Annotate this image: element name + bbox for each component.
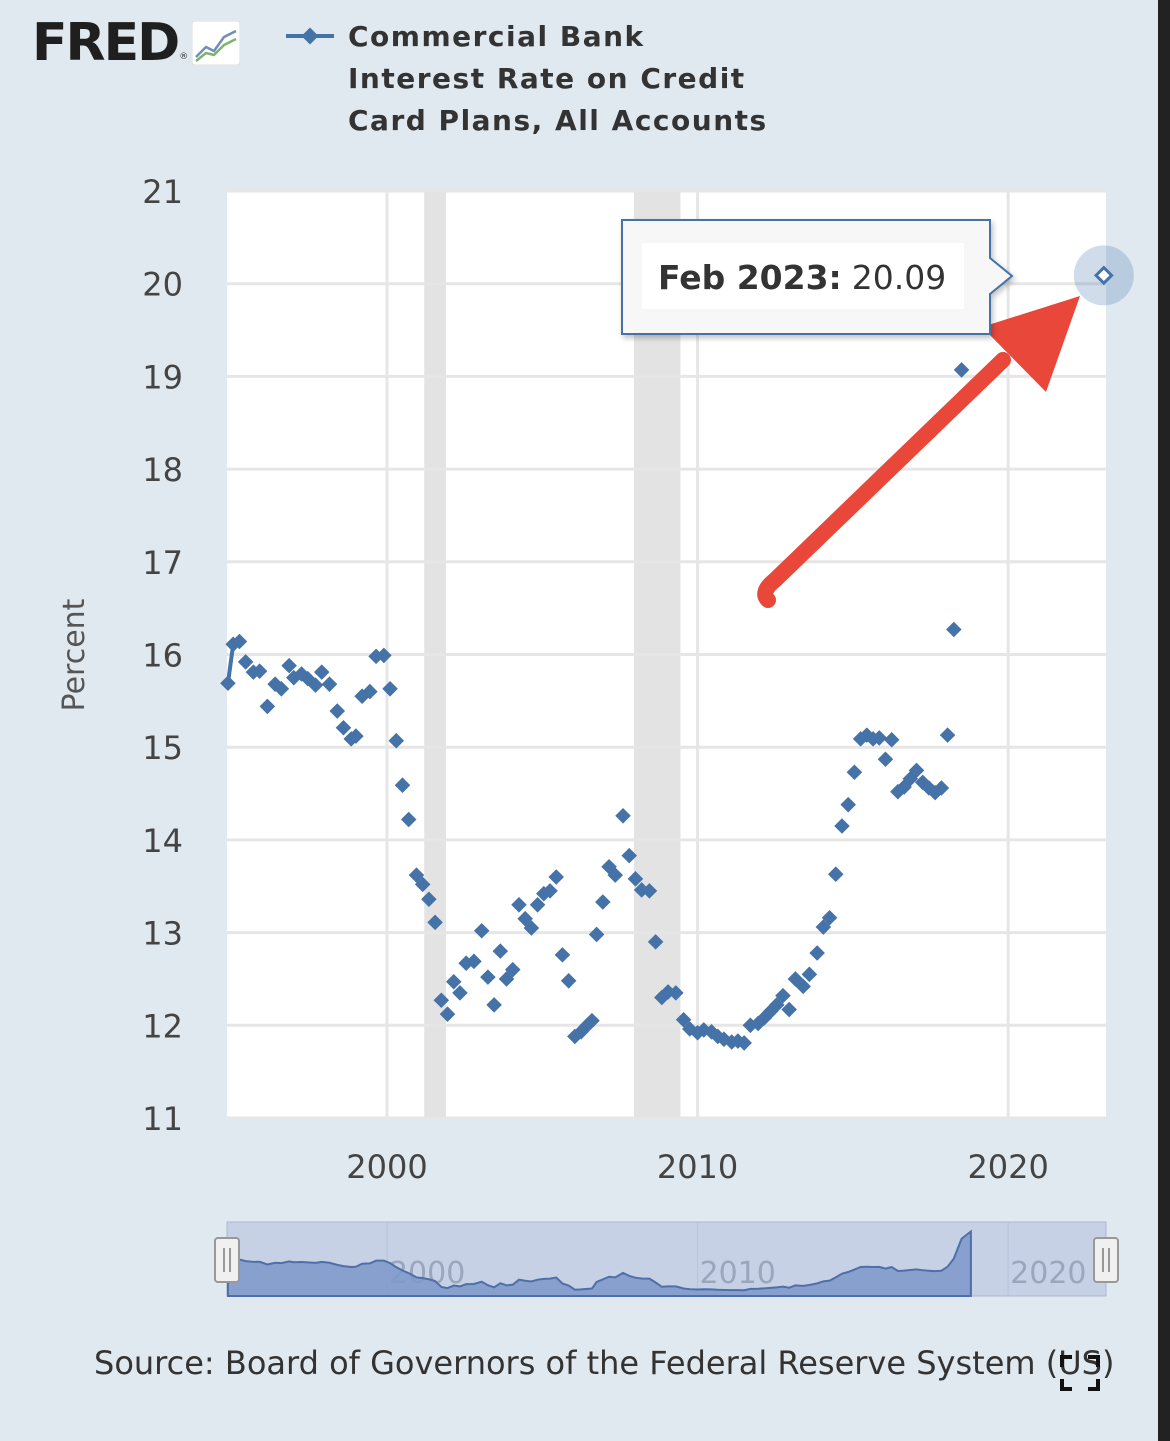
data-point: [523, 920, 540, 936]
navigator-handle-right[interactable]: [1093, 1237, 1119, 1283]
fullscreen-icon[interactable]: [1060, 1355, 1100, 1391]
data-point: [827, 866, 844, 882]
data-point: [775, 987, 791, 1004]
data-point: [736, 1035, 752, 1051]
y-tick-label: 18: [142, 451, 183, 489]
data-point: [529, 897, 546, 913]
data-point: [641, 883, 658, 899]
navigator-tick-label: 2020: [1010, 1256, 1086, 1291]
y-tick-label: 21: [142, 173, 183, 211]
data-point: [946, 621, 962, 638]
data-point: [511, 897, 527, 913]
data-point: [933, 780, 950, 796]
navigator[interactable]: 2000 2010 2020: [214, 1221, 1119, 1297]
data-point: [795, 978, 811, 995]
data-point: [584, 1012, 600, 1029]
source-note: Source: Board of Governors of the Federa…: [94, 1344, 1115, 1382]
data-point: [237, 654, 254, 670]
data-point: [595, 894, 611, 910]
data-point: [781, 1001, 797, 1018]
x-tick-label: 2010: [657, 1148, 738, 1186]
data-point: [908, 762, 925, 779]
window-edge: [1158, 0, 1170, 1441]
chart-legend[interactable]: Commercial Bank Interest Rate on Credit …: [286, 16, 768, 142]
data-point: [809, 945, 825, 961]
data-point: [871, 730, 888, 746]
navigator-handle-left[interactable]: [214, 1237, 240, 1283]
data-point: [883, 732, 900, 748]
y-tick-label: 19: [142, 358, 183, 396]
data-point: [668, 985, 684, 1001]
data-point: [548, 869, 565, 885]
data-point: [615, 808, 631, 824]
y-tick-label: 17: [142, 544, 183, 582]
data-point: [846, 764, 863, 781]
x-tick-label: 2020: [967, 1148, 1048, 1186]
data-point: [821, 909, 838, 926]
fred-logo[interactable]: FRED ®: [32, 13, 241, 73]
navigator-tick-label: 2010: [700, 1256, 776, 1291]
navigator-series-area: [226, 1229, 972, 1297]
y-tick-label: 20: [142, 266, 183, 304]
legend-label: Commercial Bank Interest Rate on Credit …: [348, 20, 768, 137]
y-tick-label: 16: [142, 637, 183, 675]
data-point: [627, 871, 644, 887]
annotation-arrow: [757, 296, 1080, 608]
data-point: [588, 926, 605, 943]
data-point: [877, 751, 894, 768]
data-point: [607, 867, 624, 883]
data-point: [621, 847, 638, 864]
data-point: [231, 633, 248, 650]
data-point: [504, 961, 521, 978]
data-point: [840, 796, 856, 813]
tooltip-value: 20.09: [852, 258, 946, 297]
data-point: [801, 966, 818, 983]
y-tick-label: 15: [142, 729, 183, 767]
tooltip-label-background: [642, 243, 964, 309]
data-point: [220, 675, 236, 692]
y-tick-label: 11: [142, 1100, 183, 1138]
data-point: [542, 883, 558, 899]
legend-series-marker: [286, 27, 334, 45]
data-point: [560, 973, 577, 989]
y-tick-label: 13: [142, 915, 183, 953]
hover-point: [1093, 265, 1114, 286]
tooltip-text: Feb 2023: 20.09: [658, 258, 946, 297]
logo-text: FRED: [32, 13, 180, 73]
y-axis-title: Percent: [57, 598, 92, 711]
logo-registered-mark: ®: [179, 52, 189, 62]
data-point: [554, 947, 571, 963]
data-point: [647, 934, 664, 950]
y-tick-label: 12: [142, 1007, 183, 1045]
data-point: [834, 818, 850, 834]
x-tick-label: 2000: [346, 1148, 427, 1186]
data-point: [939, 727, 956, 743]
tooltip-date: Feb 2023:: [658, 258, 842, 297]
fred-chart-icon: [192, 21, 241, 65]
y-tick-label: 14: [142, 822, 183, 860]
